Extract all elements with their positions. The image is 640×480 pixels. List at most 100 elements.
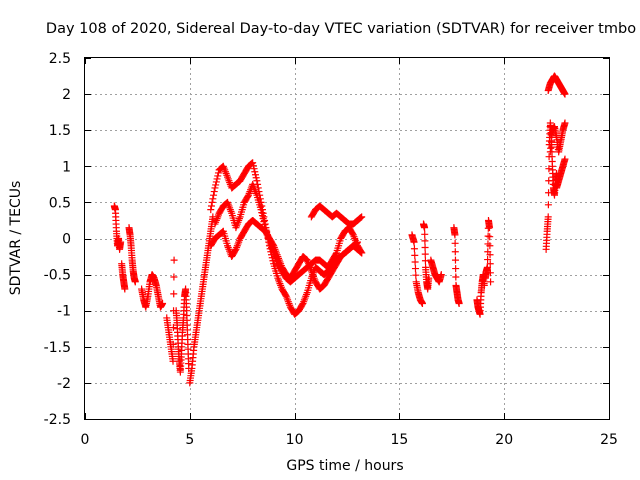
y-tick-labels: -2.5 -2 -1.5 -1 -0.5 0 0.5 1 1.5 2 2.5 <box>44 51 71 428</box>
data-point-marker <box>410 238 418 246</box>
data-series <box>408 231 426 307</box>
data-point-marker <box>352 239 360 247</box>
data-point-marker <box>169 340 177 348</box>
data-point-marker <box>411 258 419 266</box>
data-point-marker <box>349 230 357 238</box>
data-series <box>110 202 125 253</box>
data-point-marker <box>421 230 429 238</box>
data-point-marker <box>282 291 290 299</box>
data-point-marker <box>561 119 569 127</box>
data-point-marker <box>214 169 222 177</box>
x-tick-label: 25 <box>600 432 618 448</box>
data-point-marker <box>249 162 257 170</box>
data-point-marker <box>486 260 494 268</box>
data-point-marker <box>131 278 139 286</box>
data-point-marker <box>210 188 218 196</box>
data-point-marker <box>421 244 429 252</box>
data-point-marker <box>410 245 418 253</box>
data-point-marker <box>451 248 459 256</box>
data-points <box>110 72 569 387</box>
data-point-marker <box>544 213 552 221</box>
data-series <box>553 155 569 192</box>
data-point-marker <box>561 90 569 98</box>
data-point-marker <box>117 238 125 246</box>
y-tick-label: 1 <box>62 159 71 175</box>
y-tick-label: 1.5 <box>49 123 71 139</box>
data-point-marker <box>412 271 420 279</box>
data-point-marker <box>170 256 178 264</box>
data-point-marker <box>451 231 459 239</box>
y-tick-label: -1.5 <box>44 340 71 356</box>
data-point-marker <box>212 181 220 189</box>
data-point-marker <box>209 195 217 203</box>
data-point-marker <box>486 233 494 241</box>
data-point-marker <box>411 251 419 259</box>
data-series <box>481 216 495 286</box>
data-point-marker <box>251 168 259 176</box>
data-point-marker <box>487 278 495 286</box>
data-point-marker <box>269 241 277 249</box>
y-tick-label: -1 <box>57 304 71 320</box>
data-point-marker <box>455 299 463 307</box>
data-point-marker <box>252 174 260 182</box>
data-point-marker <box>353 239 361 247</box>
data-series <box>420 220 433 293</box>
data-point-marker <box>356 214 364 222</box>
data-point-marker <box>249 159 257 167</box>
grid-lines <box>85 58 609 419</box>
data-series <box>186 213 217 387</box>
data-point-marker <box>544 201 552 209</box>
data-point-marker <box>121 285 129 293</box>
x-tick-label: 5 <box>185 432 194 448</box>
data-point-marker <box>211 184 219 192</box>
data-point-marker <box>486 269 494 277</box>
data-point-marker <box>250 165 258 173</box>
data-point-marker <box>169 357 177 365</box>
data-point-marker <box>411 265 419 273</box>
plot-frame <box>84 57 610 420</box>
data-point-marker <box>357 248 365 256</box>
data-series <box>450 224 463 307</box>
data-point-marker <box>421 224 429 232</box>
data-point-marker <box>258 212 266 220</box>
data-series <box>163 256 178 365</box>
y-tick-label: -0.5 <box>44 268 71 284</box>
data-point-marker <box>421 237 429 245</box>
y-tick-label: 0.5 <box>49 195 71 211</box>
data-point-marker <box>159 299 167 307</box>
data-series <box>118 260 129 293</box>
data-series <box>172 285 193 376</box>
data-point-marker <box>170 273 178 281</box>
data-point-marker <box>451 256 459 264</box>
data-series <box>427 256 445 286</box>
data-point-marker <box>452 273 460 281</box>
data-series <box>138 271 167 311</box>
data-point-marker <box>169 324 177 332</box>
x-tick-label: 10 <box>286 432 304 448</box>
chart-title: Day 108 of 2020, Sidereal Day-to-day VTE… <box>46 21 636 37</box>
data-point-marker <box>484 256 492 264</box>
data-series <box>125 224 139 286</box>
data-point-marker <box>484 232 492 240</box>
data-point-marker <box>212 178 220 186</box>
data-point-marker <box>298 301 306 309</box>
data-point-marker <box>207 202 215 210</box>
data-point-marker <box>357 213 365 221</box>
data-point-marker <box>483 263 491 271</box>
data-point-marker <box>421 250 429 258</box>
x-tick-label: 0 <box>81 432 90 448</box>
data-point-marker <box>358 249 366 257</box>
x-tick-label: 15 <box>390 432 408 448</box>
axis-ticks <box>85 58 610 420</box>
y-tick-label: 2 <box>62 87 71 103</box>
data-point-marker <box>421 257 429 265</box>
x-tick-label: 20 <box>495 432 513 448</box>
data-point-marker <box>251 171 259 179</box>
data-point-marker <box>207 206 215 214</box>
data-point-marker <box>260 218 268 226</box>
data-point-marker <box>486 242 494 250</box>
data-point-marker <box>258 209 266 217</box>
data-point-marker <box>425 274 433 282</box>
data-point-marker <box>332 250 340 258</box>
